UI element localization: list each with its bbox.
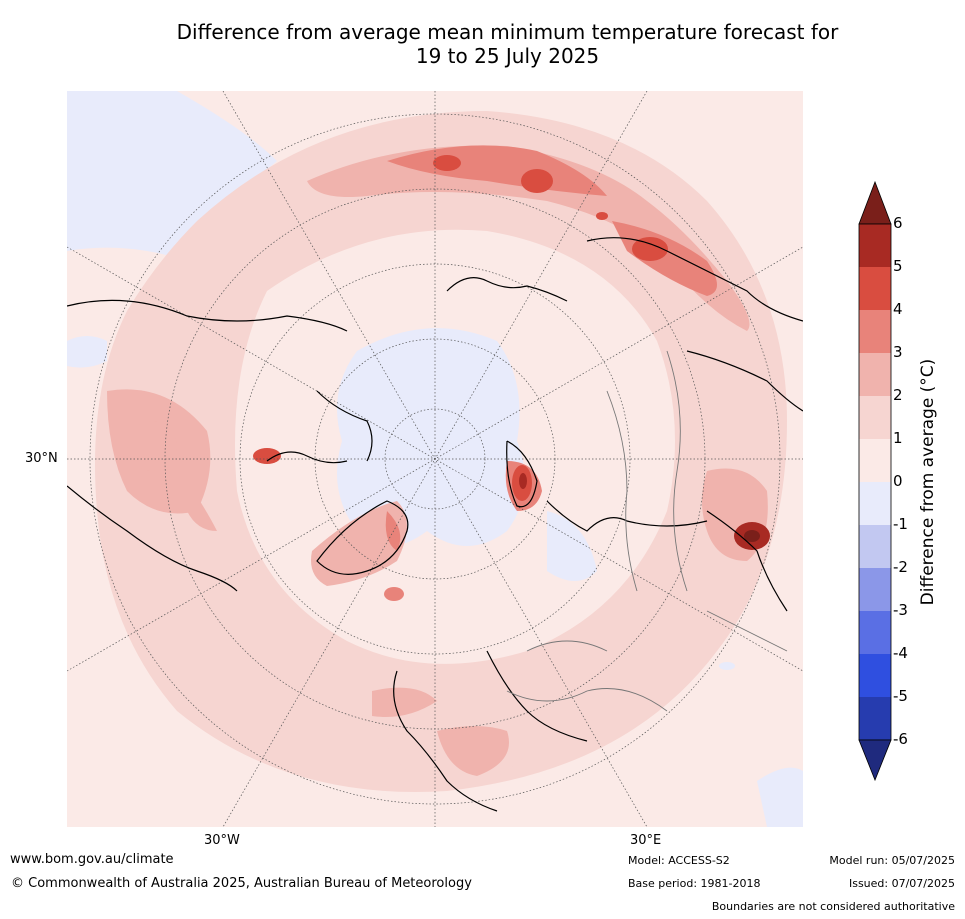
colorbar-tick-label: 0 (893, 472, 903, 490)
colorbar-segment (859, 224, 891, 267)
colorbar-extend-low (858, 739, 892, 782)
colorbar-segment (859, 611, 891, 654)
chart-title: Difference from average mean minimum tem… (60, 20, 955, 68)
colorbar-segment (859, 654, 891, 697)
colorbar-tick-label: -1 (893, 515, 908, 533)
colorbar-segment (859, 353, 891, 396)
lon-label-30w: 30°W (204, 833, 240, 848)
colorbar-segment (859, 396, 891, 439)
colorbar-segment (859, 697, 891, 740)
colorbar-segment (859, 267, 891, 310)
colorbar-tick-label: -5 (893, 687, 908, 705)
colorbar-tick-label: -3 (893, 601, 908, 619)
colorbar-segment (859, 568, 891, 611)
footer-issued: Issued: 07/07/2025 (848, 877, 955, 890)
colorbar-extend-high (858, 180, 892, 225)
footer-disclaimer: Boundaries are not considered authoritat… (711, 900, 955, 913)
title-line-1: Difference from average mean minimum tem… (176, 20, 839, 44)
lat-label-30n: 30°N (25, 451, 58, 466)
colorbar-segment (859, 482, 891, 525)
footer-model: Model: ACCESS-S2 (628, 854, 730, 867)
colorbar-tick-label: 1 (893, 429, 903, 447)
title-line-2: 19 to 25 July 2025 (415, 44, 600, 68)
colorbar-tick-label: 2 (893, 386, 903, 404)
colorbar (858, 180, 892, 782)
footer-base-period: Base period: 1981-2018 (628, 877, 761, 890)
colorbar-tick-label: -2 (893, 558, 908, 576)
colorbar-tick-label: 4 (893, 300, 903, 318)
polar-map (67, 91, 803, 827)
colorbar-segment (859, 525, 891, 568)
colorbar-tick-label: -4 (893, 644, 908, 662)
colorbar-segment (859, 439, 891, 482)
colorbar-title: Difference from average (°C) (918, 358, 938, 606)
colorbar-segment (859, 310, 891, 353)
footer-model-run: Model run: 05/07/2025 (829, 854, 955, 867)
lon-label-30e: 30°E (630, 833, 662, 848)
map-canvas (67, 91, 803, 827)
colorbar-tick-label: 3 (893, 343, 903, 361)
colorbar-tick-label: 5 (893, 257, 903, 275)
colorbar-tick-label: 6 (893, 214, 903, 232)
footer-copyright: © Commonwealth of Australia 2025, Austra… (11, 876, 472, 891)
colorbar-tick-label: -6 (893, 730, 908, 748)
footer-url[interactable]: www.bom.gov.au/climate (10, 852, 174, 867)
